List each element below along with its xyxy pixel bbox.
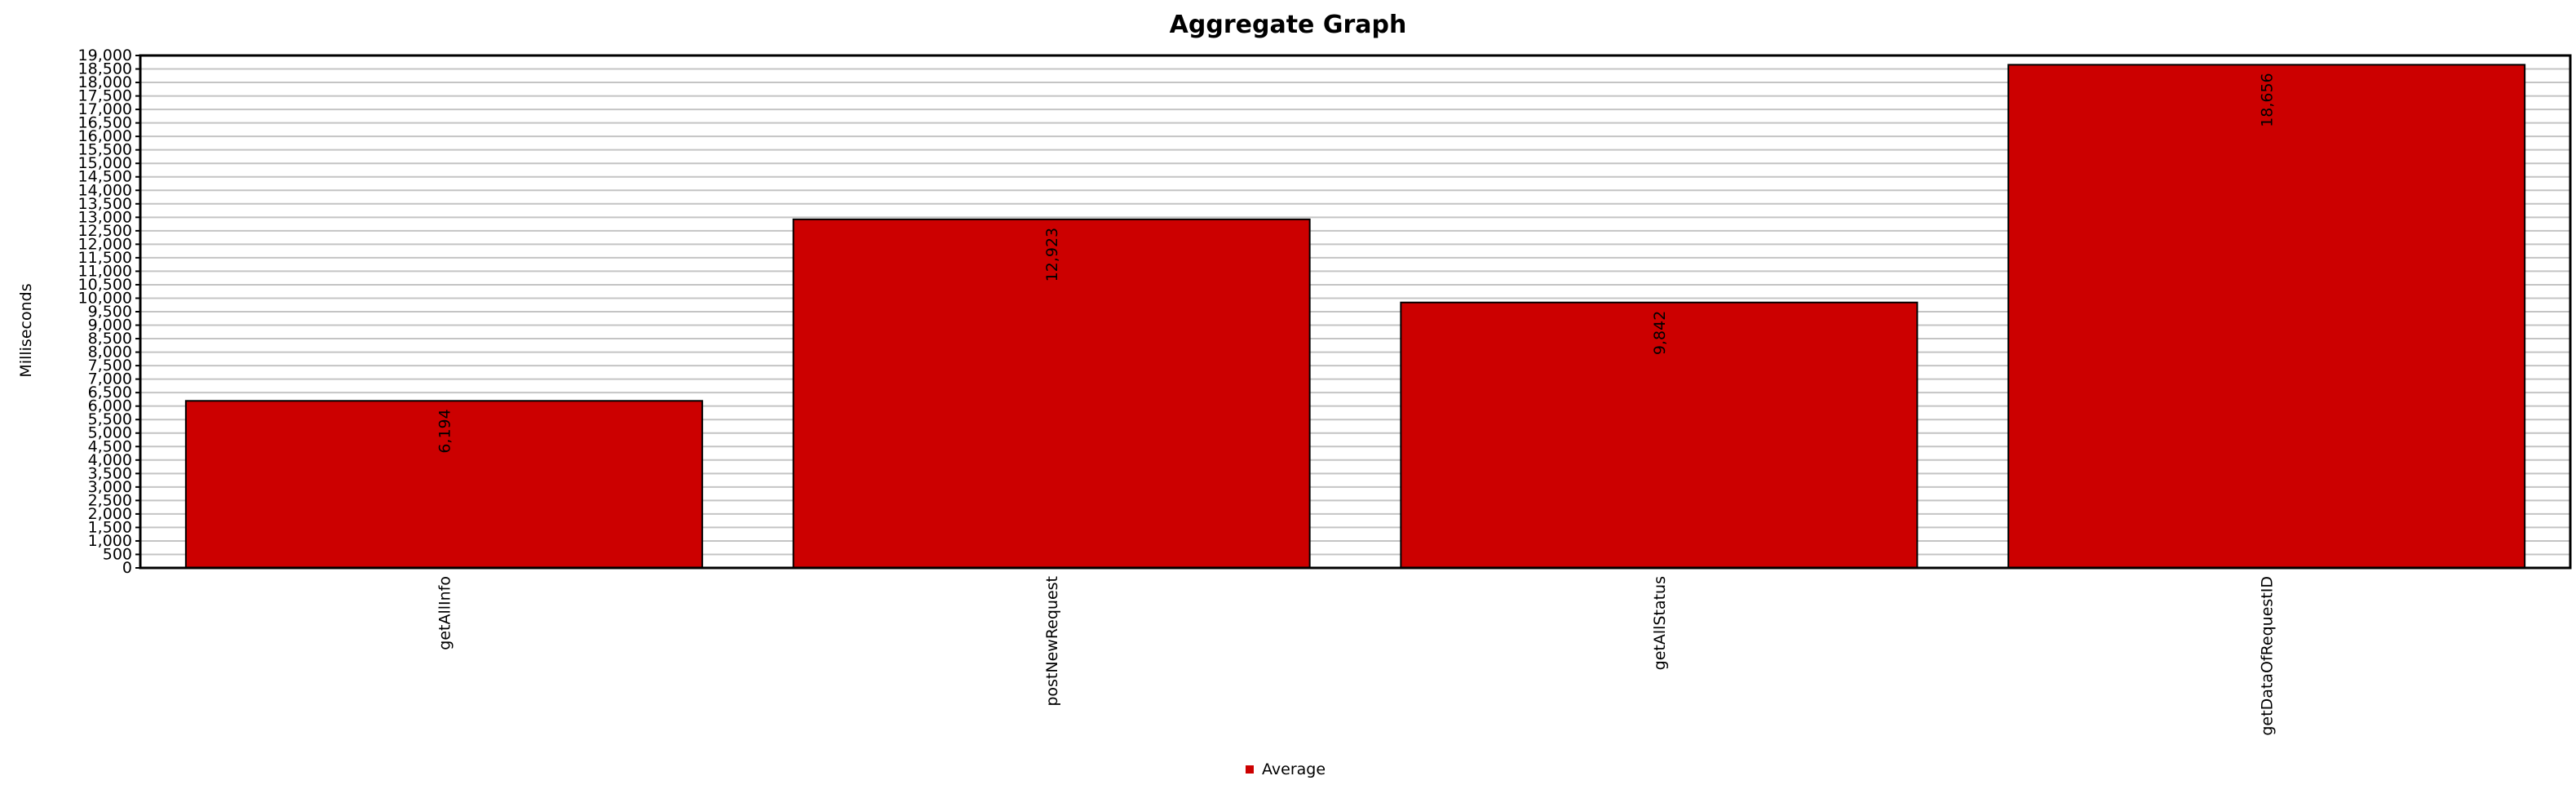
y-tick-label: 18,500: [78, 60, 132, 78]
y-tick-label: 6,000: [88, 397, 132, 415]
legend-label-average: Average: [1262, 760, 1326, 778]
y-tick-label: 11,000: [78, 262, 132, 280]
bar-value-label: 9,842: [1651, 311, 1669, 355]
y-tick-label: 8,500: [88, 330, 132, 348]
y-tick-label: 10,000: [78, 289, 132, 307]
bar-getAllInfo: [184, 400, 703, 569]
x-axis-category-labels: getAllInfo postNewRequest getAllStatus getD…: [436, 576, 2276, 736]
y-tick-label: 4,500: [88, 437, 132, 455]
y-tick-label: 0: [122, 559, 132, 577]
y-tick-label: 6,500: [88, 383, 132, 401]
y-tick-label: 15,000: [78, 154, 132, 172]
y-tick-label: 1,000: [88, 532, 132, 550]
bar-value-label: 6,194: [436, 409, 454, 453]
x-category-label: getDataOfRequestID: [2259, 576, 2277, 736]
bar-getDataOfRequestID: [2007, 64, 2526, 569]
legend: Average: [1246, 760, 1326, 778]
y-tick-label: 3,000: [88, 478, 132, 496]
bar-value-label: 12,923: [1043, 228, 1061, 282]
y-axis-ticks: 05001,0001,5002,0002,5003,0003,5004,0004…: [78, 47, 140, 577]
y-tick-label: 17,000: [78, 100, 132, 118]
legend-swatch-average: [1246, 765, 1254, 774]
y-axis-label: Milliseconds: [17, 283, 35, 377]
y-tick-label: 16,000: [78, 127, 132, 145]
y-tick-label: 8,000: [88, 344, 132, 361]
y-tick-label: 9,500: [88, 303, 132, 321]
y-tick-label: 13,500: [78, 195, 132, 213]
x-category-label: postNewRequest: [1043, 576, 1061, 707]
bar-postNewRequest: [792, 218, 1311, 569]
y-tick-label: 18,000: [78, 73, 132, 91]
y-tick-label: 12,500: [78, 222, 132, 240]
y-tick-label: 4,000: [88, 451, 132, 469]
y-tick-label: 5,500: [88, 410, 132, 428]
y-tick-label: 14,000: [78, 181, 132, 199]
y-tick-label: 14,500: [78, 168, 132, 186]
y-tick-label: 19,000: [78, 47, 132, 64]
y-tick-label: 500: [103, 545, 132, 563]
chart-title: Aggregate Graph: [1170, 11, 1407, 39]
y-tick-label: 17,500: [78, 87, 132, 105]
bar-value-label: 18,656: [2259, 73, 2277, 126]
y-tick-label: 15,500: [78, 141, 132, 159]
x-category-label: getAllStatus: [1651, 576, 1669, 670]
y-tick-label: 7,000: [88, 370, 132, 388]
plot-area-frame: [139, 54, 2572, 570]
y-tick-label: 16,500: [78, 114, 132, 132]
y-tick-label: 13,000: [78, 208, 132, 226]
x-category-label: getAllInfo: [436, 576, 454, 650]
y-tick-label: 9,000: [88, 317, 132, 335]
y-tick-label: 7,500: [88, 357, 132, 375]
y-tick-label: 1,500: [88, 518, 132, 536]
y-tick-label: 11,500: [78, 249, 132, 267]
y-tick-label: 5,000: [88, 424, 132, 442]
bar-getAllStatus: [1400, 301, 1919, 569]
y-tick-label: 10,500: [78, 276, 132, 294]
y-tick-label: 2,000: [88, 505, 132, 523]
bars: 6,194 12,923 9,842 18,656: [184, 64, 2526, 569]
y-tick-label: 2,500: [88, 491, 132, 509]
y-tick-label: 3,500: [88, 464, 132, 482]
y-tick-label: 12,000: [78, 235, 132, 253]
